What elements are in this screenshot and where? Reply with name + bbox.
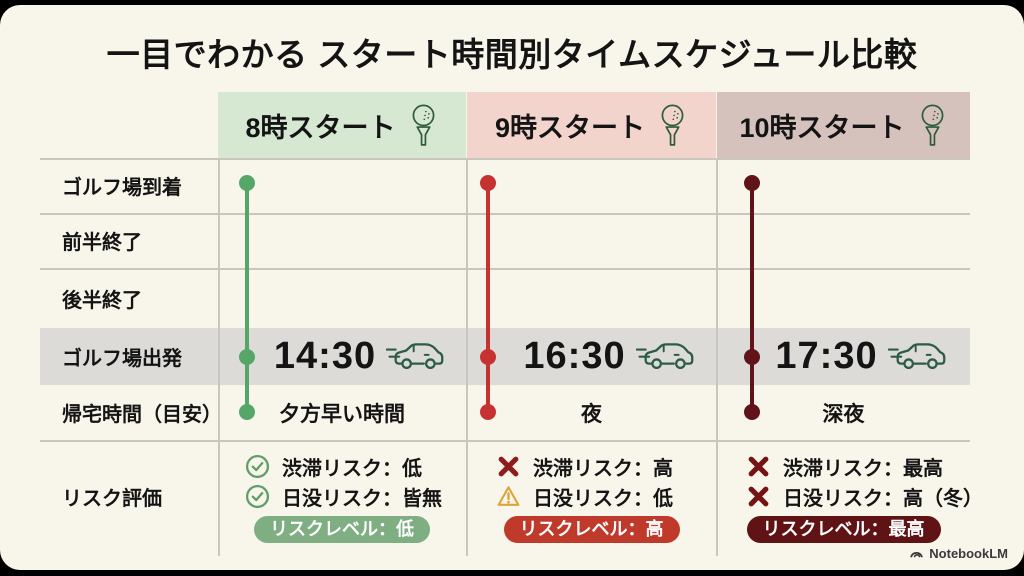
timeline-10am (750, 183, 754, 412)
footer-brand-label: NotebookLM (929, 546, 1008, 561)
risk-text: 日没リスク：低 (533, 487, 673, 510)
risk-item: 日没リスク：高（冬） (745, 482, 983, 510)
row-label-back-nine-end: 後半終了 (62, 289, 142, 312)
grid-line (40, 268, 970, 270)
cross-icon (745, 453, 771, 479)
risk-item: 渋滞リスク：高 (495, 452, 673, 480)
timeline-dot (480, 349, 496, 365)
timeline-dot (744, 404, 760, 420)
car-icon (888, 336, 946, 377)
risk-item: 日没リスク：皆無 (244, 482, 442, 510)
grid-line (40, 158, 970, 160)
return-time-10am: 深夜 (822, 402, 865, 426)
column-header-9am: 9時スタート (467, 92, 716, 158)
grid-line (218, 158, 220, 556)
footer-brand: NotebookLM (909, 546, 1008, 561)
timeline-dot (239, 175, 255, 191)
timeline-dot (744, 349, 760, 365)
infographic-slide: 一目でわかる スタート時間別タイムスケジュール比較 8時スタート 9時スタート … (0, 5, 1024, 570)
departure-time-9am: 16:30 (467, 328, 716, 385)
car-icon (386, 336, 444, 377)
page-title: 一目でわかる スタート時間別タイムスケジュール比較 (106, 36, 918, 73)
column-header-10am: 10時スタート (717, 92, 970, 158)
column-header-8am: 8時スタート (218, 92, 466, 158)
risk-item: 渋滞リスク：低 (244, 452, 442, 480)
cross-icon (745, 483, 771, 509)
timeline-9am (486, 183, 490, 412)
row-label-arrival: ゴルフ場到着 (62, 177, 182, 199)
departure-time-8am: 14:30 (218, 328, 466, 385)
timeline-dot (744, 175, 760, 191)
warning-icon (495, 483, 521, 509)
timeline-dot (480, 404, 496, 420)
check-icon (244, 453, 270, 479)
risk-level-badge: リスクレベル：高 (503, 516, 680, 543)
risk-item: 渋滞リスク：最高 (745, 452, 983, 480)
return-time-9am: 夜 (581, 402, 602, 426)
risk-list-8am: 渋滞リスク：低 日没リスク：皆無 (244, 452, 442, 510)
risk-item: 日没リスク：低 (495, 482, 673, 510)
return-time-8am: 夕方早い時間 (279, 402, 405, 426)
grid-line (466, 158, 468, 556)
column-header-label: 9時スタート (494, 112, 646, 143)
column-header-label: 8時スタート (245, 112, 396, 143)
notebooklm-logo-icon (909, 546, 924, 561)
risk-text: 渋滞リスク：最高 (783, 457, 943, 480)
golf-tee-icon (657, 103, 688, 148)
risk-list-10am: 渋滞リスク：最高 日没リスク：高（冬） (745, 452, 983, 510)
risk-badge-row-9am: リスクレベル：高 (467, 516, 716, 543)
row-label-risk-evaluation: リスク評価 (62, 487, 162, 510)
risk-badge-row-8am: リスクレベル：低 (218, 516, 466, 543)
row-label-return-time: 帰宅時間（目安） (62, 404, 222, 426)
grid-line (40, 440, 970, 442)
departure-row-highlight (40, 328, 970, 385)
departure-time-value: 17:30 (775, 335, 878, 377)
cross-icon (495, 453, 521, 479)
golf-tee-icon (408, 103, 439, 148)
risk-text: 日没リスク：高（冬） (783, 487, 983, 510)
timeline-dot (239, 349, 255, 365)
column-header-label: 10時スタート (739, 112, 905, 143)
grid-line (716, 158, 718, 556)
row-label-departure: ゴルフ場出発 (62, 348, 182, 370)
risk-level-badge: リスクレベル：低 (254, 516, 430, 543)
departure-time-10am: 17:30 (717, 328, 970, 385)
grid-line (40, 213, 970, 215)
risk-level-badge: リスクレベル：最高 (746, 516, 941, 543)
golf-tee-icon (917, 103, 948, 148)
timeline-dot (480, 175, 496, 191)
row-label-front-nine-end: 前半終了 (62, 232, 142, 254)
risk-list-9am: 渋滞リスク：高 日没リスク：低 (495, 452, 673, 510)
car-icon (636, 336, 694, 377)
departure-time-value: 14:30 (273, 335, 377, 377)
check-icon (244, 483, 270, 509)
timeline-8am (245, 183, 249, 412)
risk-text: 渋滞リスク：高 (533, 457, 673, 480)
risk-text: 渋滞リスク：低 (282, 457, 422, 480)
timeline-dot (239, 404, 255, 420)
departure-time-value: 16:30 (523, 335, 626, 377)
risk-text: 日没リスク：皆無 (282, 487, 442, 510)
risk-badge-row-10am: リスクレベル：最高 (717, 516, 970, 543)
